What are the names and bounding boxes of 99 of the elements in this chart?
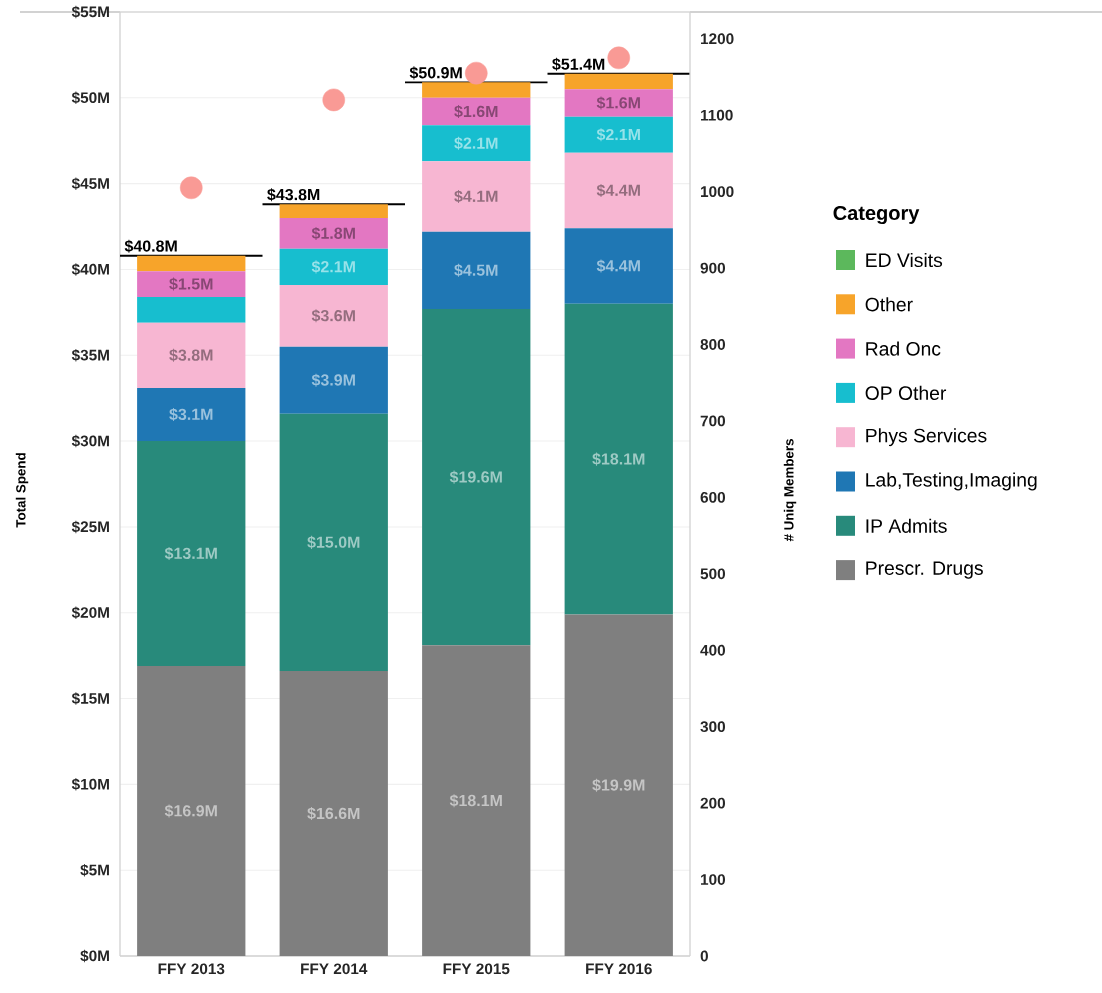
bar <box>422 125 531 162</box>
legend-label: Lab,Testing,Imaging <box>866 472 1037 491</box>
y-tick-label: $5M <box>80 863 109 877</box>
y2-tick-label: 300 <box>700 721 726 733</box>
y2-tick-label: 0 <box>700 950 708 962</box>
y-tick-label: $15M <box>71 692 109 705</box>
data-label: $18.1M <box>592 452 645 466</box>
bar <box>422 82 531 98</box>
y2-tick-label: 400 <box>700 644 726 656</box>
x-tick-label: FFY 2014 <box>301 963 368 975</box>
y2-tick-label: 600 <box>700 491 726 503</box>
y-tick-label: $20M <box>71 606 109 619</box>
bar <box>137 387 246 442</box>
data-label: $1.6M <box>596 96 640 110</box>
data-label: $1.8M <box>311 226 355 240</box>
point <box>464 61 488 85</box>
bar <box>564 614 673 956</box>
x-tick-label: FFY 2013 <box>158 963 225 975</box>
total-label: $40.8M <box>124 239 177 253</box>
bar <box>564 228 673 304</box>
x-tick-label: FFY 2016 <box>586 963 652 975</box>
legend-label: OP Other <box>865 385 947 400</box>
legend-label: Phys Services <box>866 428 987 447</box>
y-tick-label: $45M <box>71 177 109 190</box>
bar <box>137 255 246 272</box>
y2-axis-title: # Uniq Members <box>783 439 797 542</box>
bar <box>422 161 531 232</box>
bar <box>279 346 388 414</box>
bar <box>564 73 673 90</box>
data-label: $3.8M <box>169 348 213 362</box>
y-tick-label: $40M <box>71 263 109 276</box>
data-label: $18.1M <box>449 794 502 808</box>
bar <box>279 217 388 249</box>
data-label: $13.1M <box>164 546 217 561</box>
y-tick-label: $10M <box>71 778 109 791</box>
data-label: $1.6M <box>454 105 498 119</box>
legend-label: Prescr. Drugs <box>866 561 983 579</box>
data-label: $3.9M <box>311 373 355 387</box>
bar <box>564 89 673 117</box>
bar <box>137 441 246 666</box>
bar <box>137 665 246 956</box>
total-label: $43.8M <box>267 188 320 202</box>
y2-tick-label: 1000 <box>701 186 734 198</box>
data-label: $19.9M <box>592 778 645 792</box>
y2-tick-label: 1200 <box>701 33 734 45</box>
bar <box>279 413 388 672</box>
bar <box>422 231 531 309</box>
data-label: $3.1M <box>169 407 213 422</box>
y-axis-title: Total Spend <box>15 453 29 528</box>
legend-label: Rad Onc <box>866 341 941 356</box>
data-label: $2.1M <box>454 136 498 150</box>
bar <box>422 308 531 646</box>
bar <box>137 322 246 388</box>
y2-tick-label: 200 <box>700 797 726 809</box>
y-tick-label: $25M <box>71 520 109 534</box>
bar <box>564 152 673 229</box>
legend-label: ED Visits <box>866 252 943 268</box>
point <box>322 88 346 112</box>
point <box>179 176 203 200</box>
y2-tick-label: 100 <box>701 874 726 885</box>
data-label: $3.6M <box>311 309 355 323</box>
y2-tick-label: 500 <box>700 568 726 580</box>
data-label: $16.6M <box>307 807 360 821</box>
y2-tick-label: 1100 <box>701 109 733 121</box>
data-label: $2.1M <box>311 260 355 274</box>
data-label: $15.0M <box>307 535 360 549</box>
total-label: $51.4M <box>552 57 605 71</box>
y-tick-label: $30M <box>71 434 109 448</box>
y-tick-label: $50M <box>71 91 109 105</box>
data-label: $1.5M <box>169 277 213 291</box>
legend-label: Other <box>865 297 913 312</box>
y2-tick-label: 700 <box>700 415 726 427</box>
data-label: $4.1M <box>454 189 498 204</box>
data-label: $4.4M <box>596 183 640 198</box>
bar <box>137 296 246 323</box>
data-label: $2.1M <box>596 128 640 142</box>
bar <box>137 271 246 297</box>
bar <box>564 116 673 153</box>
point <box>607 46 631 70</box>
bar <box>422 645 531 956</box>
bar <box>564 303 673 615</box>
y-tick-label: $0M <box>80 949 109 963</box>
bar <box>422 97 531 126</box>
data-label: $4.4M <box>596 259 640 273</box>
data-label: $4.5M <box>454 263 498 277</box>
legend-label: IP Admits <box>866 518 947 533</box>
legend-title: Category <box>833 205 920 225</box>
data-label: $19.6M <box>449 470 502 484</box>
total-label: $50.9M <box>409 66 462 80</box>
data-label: $16.9M <box>164 804 217 818</box>
y-tick-label: $55M <box>71 5 109 19</box>
y2-tick-label: 900 <box>700 262 726 274</box>
y-tick-label: $35M <box>71 349 109 362</box>
x-tick-label: FFY 2015 <box>443 963 510 975</box>
bar <box>279 284 388 347</box>
bar <box>279 204 388 218</box>
bar <box>279 671 388 956</box>
y2-tick-label: 800 <box>700 339 726 350</box>
bar <box>279 248 388 285</box>
